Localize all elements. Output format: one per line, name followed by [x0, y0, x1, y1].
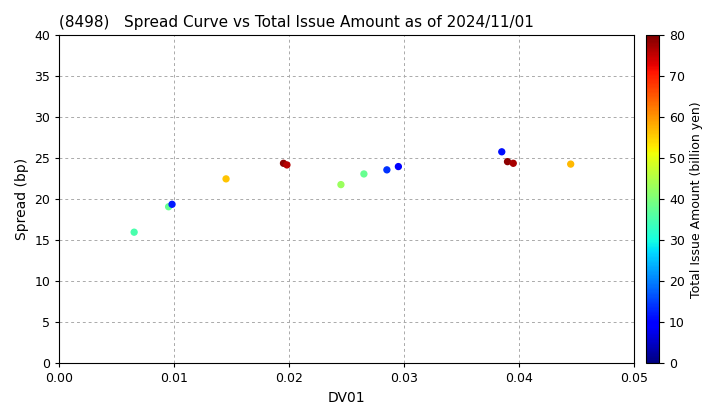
Y-axis label: Total Issue Amount (billion yen): Total Issue Amount (billion yen) — [690, 101, 703, 298]
Text: (8498)   Spread Curve vs Total Issue Amount as of 2024/11/01: (8498) Spread Curve vs Total Issue Amoun… — [60, 15, 534, 30]
Point — [358, 171, 369, 177]
Y-axis label: Spread (bp): Spread (bp) — [15, 158, 29, 240]
Point — [336, 181, 347, 188]
Point — [565, 161, 577, 168]
Point — [392, 163, 404, 170]
Point — [381, 166, 392, 173]
Point — [508, 160, 519, 167]
X-axis label: DV01: DV01 — [328, 391, 366, 405]
Point — [502, 158, 513, 165]
Point — [496, 148, 508, 155]
Point — [282, 162, 293, 168]
Point — [163, 203, 174, 210]
Point — [278, 160, 289, 167]
Point — [166, 201, 178, 207]
Point — [220, 176, 232, 182]
Point — [128, 229, 140, 236]
